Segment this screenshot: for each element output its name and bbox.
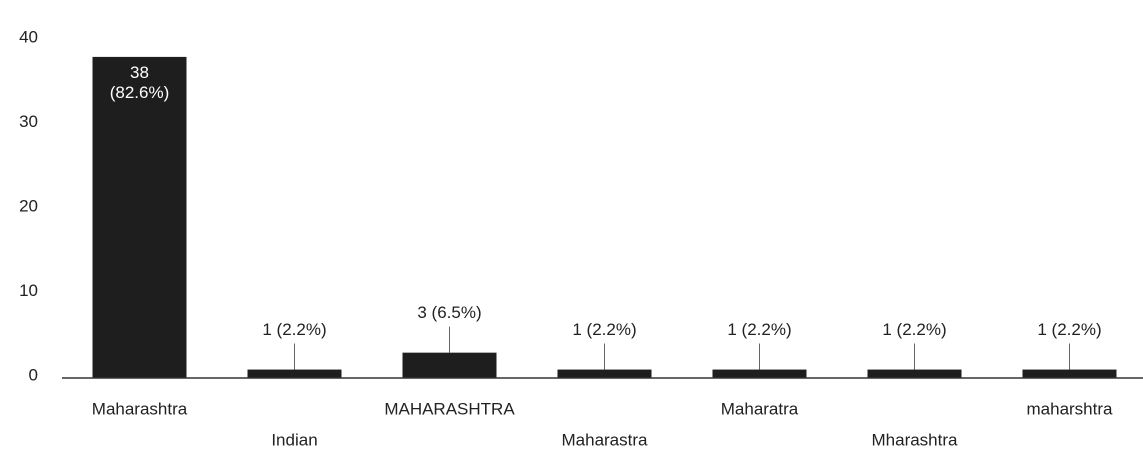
bar — [712, 369, 807, 378]
bar — [1022, 369, 1117, 378]
x-tick-label: Maharatra — [721, 399, 799, 418]
bar — [557, 369, 652, 378]
y-tick-label: 20 — [19, 196, 38, 215]
y-tick-label: 40 — [19, 27, 38, 46]
x-tick-label: maharshtra — [1027, 399, 1114, 418]
value-label: 38 (82.6%) — [109, 62, 170, 102]
bar — [92, 56, 187, 379]
bar — [402, 352, 497, 378]
bar — [867, 369, 962, 378]
value-label: 1 (2.2%) — [727, 319, 792, 339]
value-label: 3 (6.5%) — [417, 302, 482, 322]
x-tick-label: Mharashtra — [872, 430, 959, 449]
value-label: 1 (2.2%) — [1037, 319, 1102, 339]
y-tick-label: 10 — [19, 281, 38, 300]
y-tick-label: 30 — [19, 112, 38, 131]
x-tick-label: Maharashtra — [92, 399, 188, 418]
value-label: 1 (2.2%) — [572, 319, 637, 339]
x-tick-label: Indian — [271, 430, 317, 449]
x-tick-label: Maharastra — [562, 430, 649, 449]
value-label: 1 (2.2%) — [882, 319, 947, 339]
y-tick-label: 0 — [29, 365, 38, 384]
x-tick-label: MAHARASHTRA — [384, 399, 515, 418]
value-label: 1 (2.2%) — [262, 319, 327, 339]
bar — [247, 369, 342, 378]
